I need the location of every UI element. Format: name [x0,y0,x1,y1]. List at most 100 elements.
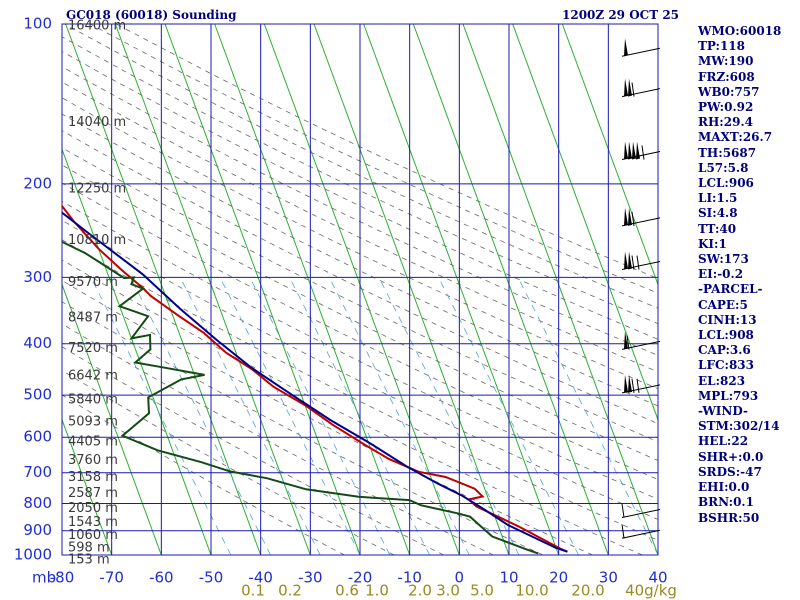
stat-item: LI:1.5 [698,191,738,206]
plot-grid [61,23,659,556]
pressure-unit-label: mb [32,569,56,587]
stat-item: PW:0.92 [698,100,754,115]
stat-item: LCL:908 [698,328,754,343]
temperature-tick-label: -20 [348,569,373,587]
temperature-tick-label: -60 [149,569,174,587]
wind-barb [621,524,661,539]
stat-item: MPL:793 [698,388,759,403]
height-label: 153 m [68,553,110,568]
dry-adiabat [62,394,345,555]
stat-item: BRN:0.1 [698,495,754,510]
pressure-tick-label: 600 [23,428,52,446]
mixing-ratio-label: 2.0 [408,582,432,600]
isotherm-line [363,24,560,555]
stat-item: TP:118 [698,39,746,54]
dry-adiabat [62,147,658,443]
mixing-ratio-label: 40g/kg [625,582,677,600]
stat-item: WMO:60018 [698,24,782,38]
mixing-ratio-line [378,277,520,555]
dry-adiabat [62,182,658,480]
stat-item: CAPE:5 [698,297,748,312]
stat-item: MAXT:26.7 [698,130,773,145]
dry-adiabat [62,239,658,541]
stat-item: WB0:757 [698,84,760,99]
dry-adiabat [62,50,658,340]
temperature-tick-label: 40 [648,569,667,587]
pressure-tick-label: 300 [23,268,52,286]
isotherm-line [412,24,609,555]
isotherm-line [214,24,411,555]
stat-item: KI:1 [698,236,727,251]
wind-barb [621,78,661,98]
pressure-tick-label: 100 [23,15,52,33]
wind-barb [621,503,661,519]
wind-barb [621,38,661,57]
stat-item: LCL:906 [698,176,754,191]
dry-adiabat [62,200,658,500]
height-label: 14040 m [68,115,126,130]
isotherm-line [512,24,658,422]
height-label: 7520 m [68,341,118,356]
temperature-profile [62,204,568,553]
height-label: 16400 m [68,19,126,34]
dry-adiabat [62,323,494,555]
stat-item: CAP:3.6 [698,343,751,358]
temperature-tick-label: 30 [599,569,618,587]
height-label: 1060 m [68,528,118,543]
isotherm-line [62,418,113,555]
stat-item: L57:5.8 [698,160,749,175]
mixing-ratio-label: 0.1 [241,582,265,600]
isotherm-line [263,24,460,555]
dry-adiabat [62,346,444,555]
mixing-ratio-line [328,277,470,555]
mixing-ratio-line [130,277,271,555]
height-label: 5093 m [68,415,118,430]
temperature-tick-label: 0 [455,569,465,587]
stat-item: FRZ:608 [698,69,755,84]
dry-adiabat [62,113,658,407]
dewpoint-profile [62,240,539,555]
isotherm-line [164,24,361,555]
mixing-ratio-label: 10.0 [515,582,548,600]
stat-item: -PARCEL- [698,282,763,297]
mixing-ratio-label: 0.2 [278,582,302,600]
pressure-tick-label: 200 [23,174,52,192]
station-title: GC018 (60018) Sounding [66,8,237,22]
temperature-tick-label: -70 [99,569,124,587]
stat-item: SHR+:0.0 [698,449,764,464]
isotherm-line [62,283,162,555]
dry-adiabat [62,81,658,373]
parcel-path [62,211,568,553]
wind-barb [621,331,661,350]
height-label: 10810 m [68,233,126,248]
height-label: 12250 m [68,181,126,196]
mixing-ratio-label: 1.0 [365,582,389,600]
dry-adiabat [62,66,658,356]
wind-barb [621,251,661,271]
temperature-tick-label: -80 [50,569,75,587]
height-label: 8487 m [68,310,118,325]
stat-item: HEL:22 [698,434,749,449]
mixing-ratio-label: 3.0 [436,582,460,600]
pressure-tick-label: 400 [23,334,52,352]
isotherm-line [561,24,658,286]
height-label: 2050 m [68,501,118,516]
height-label: 1543 m [68,515,118,530]
stat-item: EL:823 [698,373,746,388]
stat-item: BSHR:50 [698,510,760,525]
isotherm-line [462,24,658,555]
sounding-indices: WMO:60018 TP:118 MW:190 FRZ:608 WB0:757 PW:0.… [698,24,798,526]
wind-barb [621,374,661,394]
stat-item: LFC:833 [698,358,754,373]
sounding-series [62,204,568,555]
stat-item: TT:40 [698,221,737,236]
pressure-tick-label: 800 [23,494,52,512]
height-label: 9570 m [68,275,118,290]
stat-item: STM:302/14 [698,419,780,434]
pressure-tick-label: 700 [23,463,52,481]
stat-item: CINH:13 [698,312,757,327]
sounding-time: 1200Z 29 OCT 25 [562,8,680,22]
stat-item: MW:190 [698,54,754,69]
